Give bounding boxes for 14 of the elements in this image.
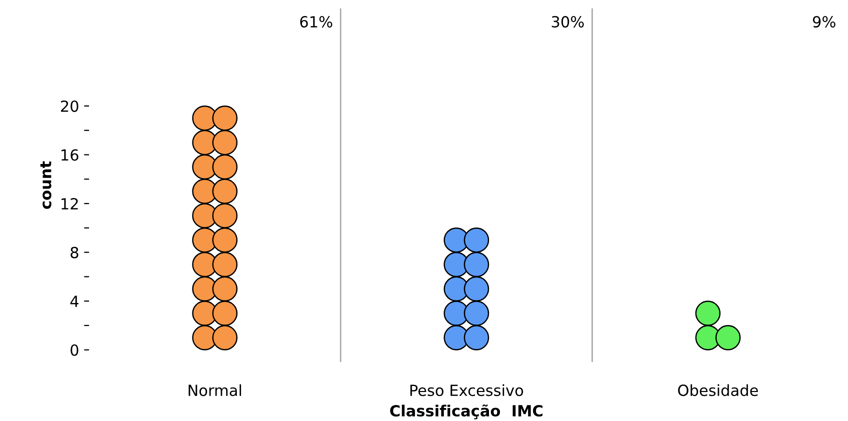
x-tick-label: Peso Excessivo xyxy=(410,384,524,396)
y-axis-title: count xyxy=(40,161,52,209)
y-tick-label: 20 xyxy=(60,100,78,112)
y-tick-label: 12 xyxy=(62,198,78,210)
x-axis-title: Classificação IMC xyxy=(390,404,542,420)
x-tick-label: Obesidade xyxy=(678,384,758,396)
y-tick-label: 8 xyxy=(70,246,78,258)
annotation: 30% xyxy=(552,16,584,28)
x-tick-label: Normal xyxy=(188,384,242,396)
y-tick-label: 16 xyxy=(62,149,78,161)
y-tick-label: 0 xyxy=(70,344,78,356)
annotation: 61% xyxy=(300,16,332,28)
y-tick-label: 4 xyxy=(70,296,78,307)
annotation: 9% xyxy=(812,16,836,28)
